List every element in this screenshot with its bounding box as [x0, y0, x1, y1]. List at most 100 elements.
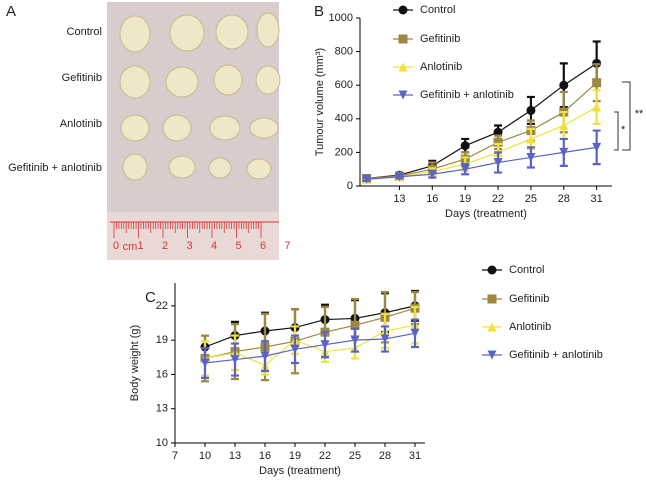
ruler [107, 212, 279, 260]
y-axis-title: Body weight (g) [129, 325, 141, 401]
x-tick-label: 25 [349, 450, 361, 462]
y-tick-label: 0 [347, 180, 353, 192]
legend-marker [487, 265, 497, 275]
y-tick-label: 13 [156, 403, 168, 415]
annotation: ** [635, 108, 644, 120]
legend-label: Gefitinib + anlotinib [509, 349, 603, 361]
legend-marker [487, 294, 497, 304]
marker [350, 320, 360, 330]
marker [200, 358, 210, 368]
ruler-label: 5 [235, 240, 241, 252]
marker [260, 351, 270, 361]
y-tick-label: 10 [156, 437, 168, 449]
x-tick-label: 25 [525, 193, 537, 205]
legend-label: Gefitinib [420, 33, 460, 45]
legend-marker [398, 62, 408, 72]
legend-label: Gefitinib + anlotinib [420, 89, 514, 101]
legend-marker [487, 322, 497, 332]
tumours [119, 12, 281, 181]
marker [526, 134, 536, 144]
series [362, 129, 602, 184]
ruler-label: 0 [113, 240, 119, 252]
y-tick-label: 400 [335, 113, 353, 125]
y-tick-label: 22 [156, 300, 168, 312]
marker [592, 102, 602, 112]
series-line [204, 332, 416, 364]
series [362, 89, 602, 184]
ruler-label: 1 [137, 240, 143, 252]
marker [427, 169, 437, 179]
series-line [204, 305, 416, 348]
legend-label: Control [420, 4, 455, 16]
marker [559, 121, 569, 131]
x-tick-label: 19 [289, 450, 301, 462]
row-label: Gefitinib [62, 72, 102, 84]
x-tick-label: 31 [591, 193, 603, 205]
marker [526, 152, 536, 162]
bracket [622, 81, 631, 151]
y-tick-label: 16 [156, 368, 168, 380]
x-tick-label: 31 [409, 450, 421, 462]
legend-label: Anlotinib [509, 321, 551, 333]
legend-label: Control [509, 264, 544, 276]
x-tick-label: 13 [229, 450, 241, 462]
marker [394, 172, 404, 182]
legend-label: Anlotinib [420, 61, 462, 73]
bracket [614, 111, 619, 151]
y-tick-label: 600 [335, 79, 353, 91]
x-tick-label: 22 [492, 193, 504, 205]
ruler-label: 2 [162, 240, 168, 252]
marker [559, 80, 569, 90]
x-tick-label: 16 [426, 193, 438, 205]
legend-marker [398, 5, 408, 15]
row-label: Control [67, 26, 102, 38]
y-tick-label: 1000 [329, 12, 353, 24]
marker [493, 127, 503, 137]
series-line [366, 106, 597, 180]
series [200, 318, 420, 379]
annotation: * [621, 124, 626, 136]
series-line [366, 82, 598, 180]
panel-label: A [6, 3, 16, 20]
x-tick-label: 19 [459, 193, 471, 205]
marker [290, 344, 300, 354]
x-tick-label: 10 [199, 450, 211, 462]
marker [493, 137, 503, 147]
marker [350, 335, 360, 345]
ruler-label: 6 [260, 240, 266, 252]
x-tick-label: 28 [558, 193, 570, 205]
marker [320, 340, 330, 350]
marker [362, 174, 372, 184]
x-tick-label: 7 [172, 450, 178, 462]
row-label: Anlotinib [60, 118, 102, 130]
panel-label: B [314, 3, 324, 20]
marker [460, 164, 470, 174]
series-line [366, 146, 597, 180]
legend-label: Gefitinib [509, 293, 549, 305]
marker [592, 78, 602, 88]
marker [230, 355, 240, 365]
marker [460, 141, 470, 151]
series-line [204, 324, 416, 366]
series-line [366, 62, 597, 180]
x-axis-title: Days (treatment) [259, 465, 341, 477]
x-tick-label: 13 [393, 193, 405, 205]
marker [526, 105, 536, 115]
legend-marker [398, 90, 408, 100]
panel-label: C [145, 289, 156, 306]
y-tick-label: 200 [335, 146, 353, 158]
x-tick-label: 22 [319, 450, 331, 462]
legend-marker [398, 34, 408, 44]
legend-marker [487, 350, 497, 360]
x-tick-label: 28 [379, 450, 391, 462]
x-tick-label: 16 [259, 450, 271, 462]
marker [410, 328, 420, 338]
marker [380, 334, 390, 344]
marker [592, 142, 602, 152]
marker [493, 157, 503, 167]
ruler-unit: cm [123, 241, 138, 253]
series-line [204, 307, 416, 360]
marker [559, 147, 569, 157]
row-label: Gefitinib + anlotinib [8, 162, 102, 174]
